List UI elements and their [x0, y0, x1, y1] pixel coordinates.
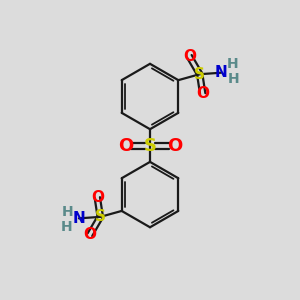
Text: S: S	[194, 67, 205, 82]
Text: O: O	[167, 136, 182, 154]
Text: O: O	[83, 227, 96, 242]
Text: N: N	[73, 211, 85, 226]
Text: H: H	[228, 72, 239, 86]
Text: O: O	[196, 86, 209, 101]
Text: N: N	[215, 65, 227, 80]
Text: O: O	[183, 49, 196, 64]
Text: H: H	[62, 206, 74, 219]
Text: S: S	[143, 136, 157, 154]
Text: O: O	[91, 190, 104, 205]
Text: S: S	[95, 209, 106, 224]
Text: H: H	[61, 220, 72, 234]
Text: O: O	[118, 136, 133, 154]
Text: H: H	[226, 57, 238, 71]
